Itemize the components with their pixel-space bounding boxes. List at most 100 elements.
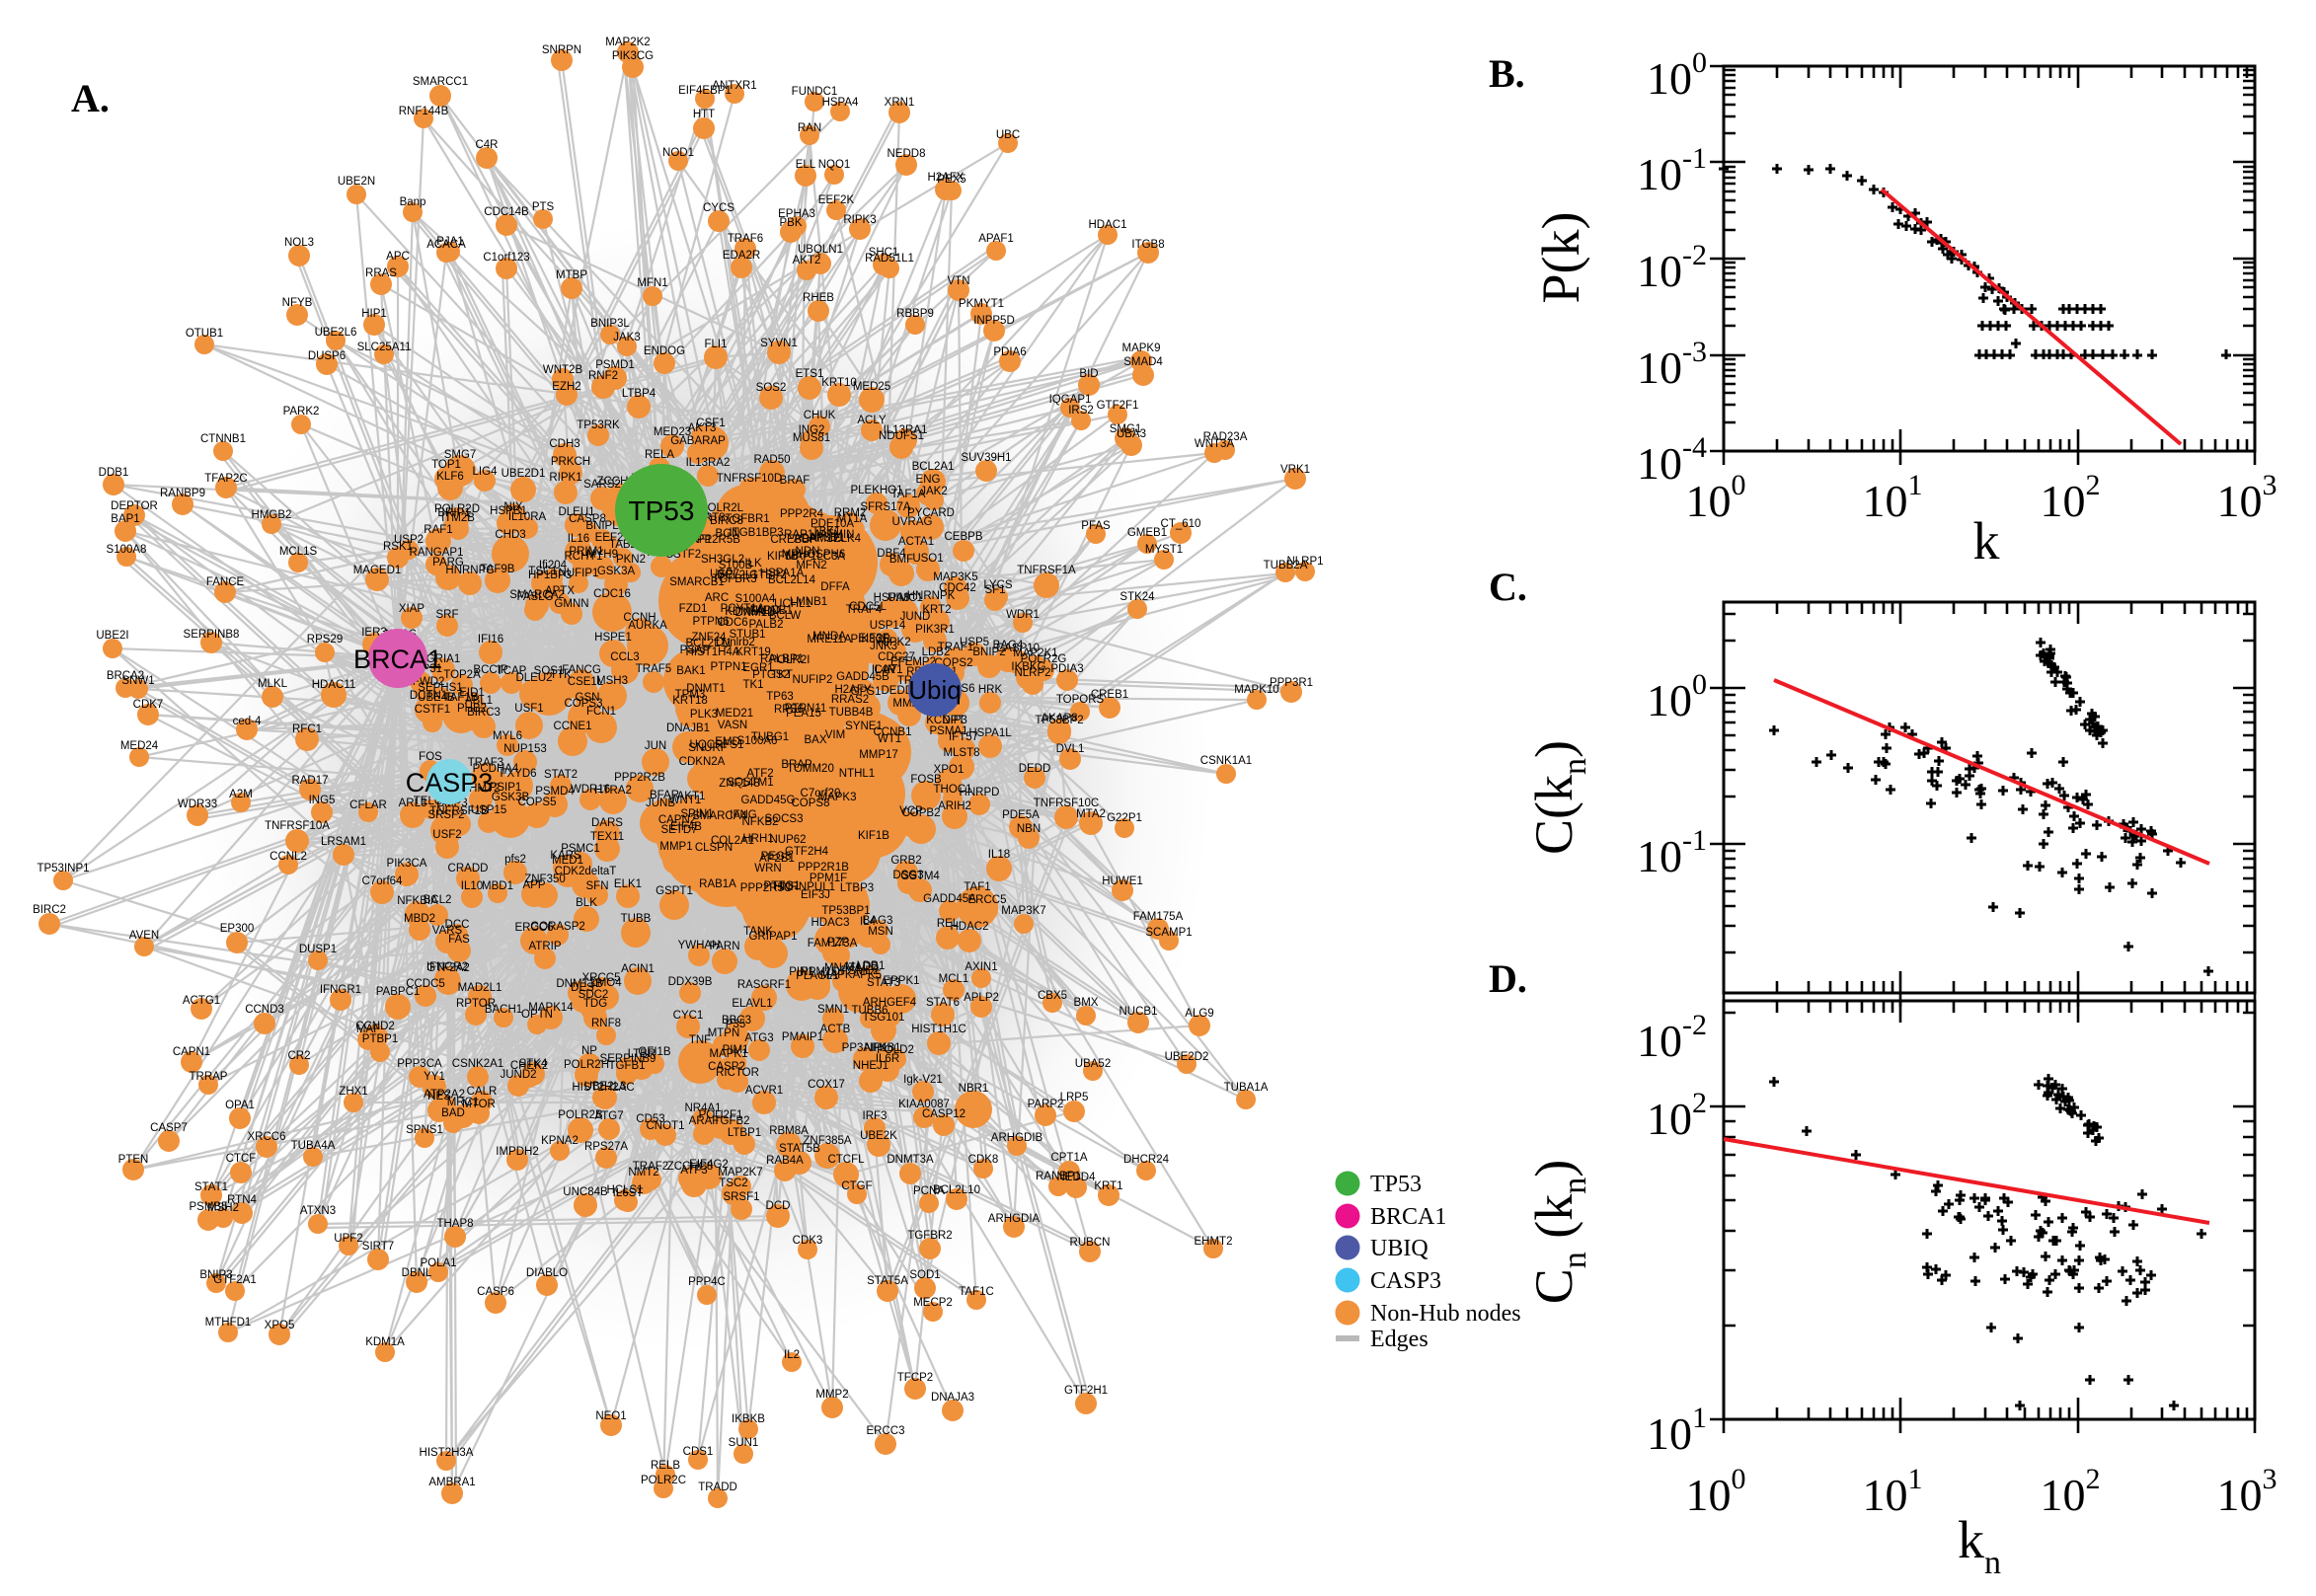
svg-text:A.: A.	[71, 76, 110, 120]
svg-text:AKAP8: AKAP8	[1041, 713, 1077, 724]
svg-text:S100A8: S100A8	[107, 544, 147, 556]
svg-text:MAF: MAF	[356, 1024, 380, 1035]
svg-text:EIF4B: EIF4B	[670, 821, 702, 833]
svg-text:PP3AIP1: PP3AIP1	[842, 1042, 888, 1054]
svg-text:ATP2A2: ATP2A2	[424, 1089, 465, 1101]
svg-text:ATF2: ATF2	[746, 768, 773, 780]
svg-text:WNT2B: WNT2B	[543, 364, 583, 376]
svg-text:NFKB1: NFKB1	[864, 1042, 900, 1054]
svg-text:CDKN2A: CDKN2A	[679, 756, 726, 768]
svg-text:ATG7: ATG7	[594, 1110, 623, 1122]
svg-text:TP53BP2: TP53BP2	[1035, 715, 1083, 726]
svg-text:GTF2A1: GTF2A1	[213, 1274, 256, 1286]
svg-text:ENDOG: ENDOG	[644, 345, 685, 357]
svg-text:SOS1: SOS1	[534, 665, 565, 677]
svg-text:PPP2R4: PPP2R4	[780, 508, 824, 520]
svg-text:UPF2: UPF2	[334, 1233, 362, 1245]
svg-text:LRP5: LRP5	[1060, 1092, 1089, 1103]
svg-text:THOC1: THOC1	[934, 784, 972, 796]
svg-text:AMBRA1: AMBRA1	[428, 1477, 475, 1488]
svg-text:DHCR24: DHCR24	[1123, 1154, 1170, 1166]
svg-text:BCL2L11: BCL2L11	[685, 638, 732, 649]
svg-text:CASP7: CASP7	[150, 1122, 188, 1134]
svg-text:DNMT1: DNMT1	[686, 683, 726, 695]
svg-text:TNFRSF10A: TNFRSF10A	[265, 820, 330, 832]
svg-text:USP7: USP7	[710, 569, 739, 580]
svg-text:DDB1: DDB1	[99, 467, 129, 479]
svg-text:TUBB: TUBB	[621, 913, 652, 925]
svg-text:TUBB4B: TUBB4B	[829, 707, 874, 719]
svg-text:Dynlrb2: Dynlrb2	[716, 637, 755, 648]
svg-text:FOSB: FOSB	[910, 774, 942, 786]
svg-text:GORASP2: GORASP2	[530, 921, 585, 933]
svg-text:PKMYT1: PKMYT1	[959, 298, 1004, 310]
svg-text:PFAS: PFAS	[1081, 520, 1111, 532]
svg-text:DUSP6: DUSP6	[308, 350, 346, 362]
svg-text:CTNNB1: CTNNB1	[200, 433, 246, 445]
svg-text:TNF: TNF	[689, 1034, 711, 1046]
svg-text:JUND2: JUND2	[500, 1069, 536, 1081]
svg-text:XRCC6: XRCC6	[248, 1131, 286, 1143]
svg-text:PPP4C: PPP4C	[688, 1276, 726, 1288]
svg-text:SMARCA4: SMARCA4	[692, 810, 747, 822]
svg-text:HIST1H1C: HIST1H1C	[911, 1024, 966, 1035]
svg-text:PTBP1: PTBP1	[362, 1033, 398, 1045]
svg-text:GTF2A2: GTF2A2	[426, 962, 469, 974]
svg-text:EEF2K: EEF2K	[818, 194, 855, 206]
svg-text:MTPN: MTPN	[708, 1027, 740, 1039]
svg-text:CDK7: CDK7	[133, 699, 164, 711]
svg-text:GSTM4: GSTM4	[900, 871, 940, 882]
svg-text:ARHGDIB: ARHGDIB	[991, 1132, 1043, 1144]
svg-text:SMARCC1: SMARCC1	[413, 76, 468, 88]
svg-text:TOMM20: TOMM20	[787, 763, 834, 775]
svg-text:RALBP1: RALBP1	[760, 653, 804, 665]
svg-text:GSK3B: GSK3B	[492, 792, 530, 803]
svg-text:USP15: USP15	[471, 804, 506, 816]
svg-text:XRN1: XRN1	[885, 97, 915, 109]
svg-text:RHEB: RHEB	[803, 292, 834, 304]
svg-text:THAP8: THAP8	[436, 1218, 473, 1230]
svg-text:IRS2: IRS2	[1068, 405, 1094, 417]
svg-text:UNC84B: UNC84B	[563, 1186, 608, 1198]
svg-text:CDC6: CDC6	[717, 617, 747, 629]
svg-text:POLR2L: POLR2L	[700, 502, 744, 514]
svg-text:OPTN: OPTN	[521, 1009, 553, 1021]
svg-text:RTN4: RTN4	[227, 1194, 257, 1206]
svg-text:CTGF: CTGF	[841, 1180, 872, 1192]
svg-text:PYCARD: PYCARD	[907, 507, 955, 519]
svg-text:HSPA1A: HSPA1A	[760, 568, 805, 579]
svg-text:SMN1: SMN1	[817, 1004, 849, 1016]
svg-text:NTHL1: NTHL1	[839, 768, 875, 780]
svg-text:RBM8A: RBM8A	[769, 1125, 809, 1137]
svg-text:JNK3: JNK3	[870, 641, 897, 652]
svg-text:MBD2: MBD2	[404, 913, 435, 925]
svg-text:RBBP9: RBBP9	[896, 308, 934, 320]
svg-text:UBE2L3: UBE2L3	[584, 1081, 627, 1093]
svg-text:KRT18: KRT18	[672, 695, 708, 707]
svg-text:CPT1A: CPT1A	[1050, 1152, 1087, 1164]
svg-text:PARG: PARG	[432, 557, 464, 569]
svg-text:GFI1B: GFI1B	[638, 1046, 671, 1058]
svg-text:IKBKG: IKBKG	[1011, 661, 1045, 673]
svg-text:RELA: RELA	[645, 449, 674, 461]
svg-text:JUNB: JUNB	[646, 798, 675, 809]
svg-text:PSMA1: PSMA1	[930, 725, 968, 737]
svg-text:MED1: MED1	[552, 855, 583, 867]
svg-text:BMX: BMX	[1074, 997, 1099, 1009]
svg-text:TSC1: TSC1	[528, 566, 557, 577]
svg-text:TNFRSF10C: TNFRSF10C	[1034, 798, 1099, 809]
svg-text:Non-Hub nodes: Non-Hub nodes	[1370, 1301, 1521, 1327]
svg-text:BCL2A1: BCL2A1	[912, 461, 955, 473]
svg-text:MAP2K2: MAP2K2	[605, 37, 650, 48]
svg-text:TAF9B: TAF9B	[481, 564, 515, 575]
svg-text:PKN2: PKN2	[616, 554, 646, 566]
svg-text:BRCA1: BRCA1	[1370, 1204, 1446, 1230]
svg-text:COL2A1: COL2A1	[711, 835, 754, 847]
svg-text:ABL1: ABL1	[465, 695, 493, 707]
svg-text:MBD1: MBD1	[482, 880, 513, 892]
svg-text:RAD51L1: RAD51L1	[865, 253, 914, 265]
svg-text:SYNE1: SYNE1	[845, 721, 883, 732]
svg-text:GSN: GSN	[576, 692, 600, 704]
svg-text:SUV39H1: SUV39H1	[961, 452, 1011, 464]
svg-text:SERPINB8: SERPINB8	[184, 629, 240, 641]
